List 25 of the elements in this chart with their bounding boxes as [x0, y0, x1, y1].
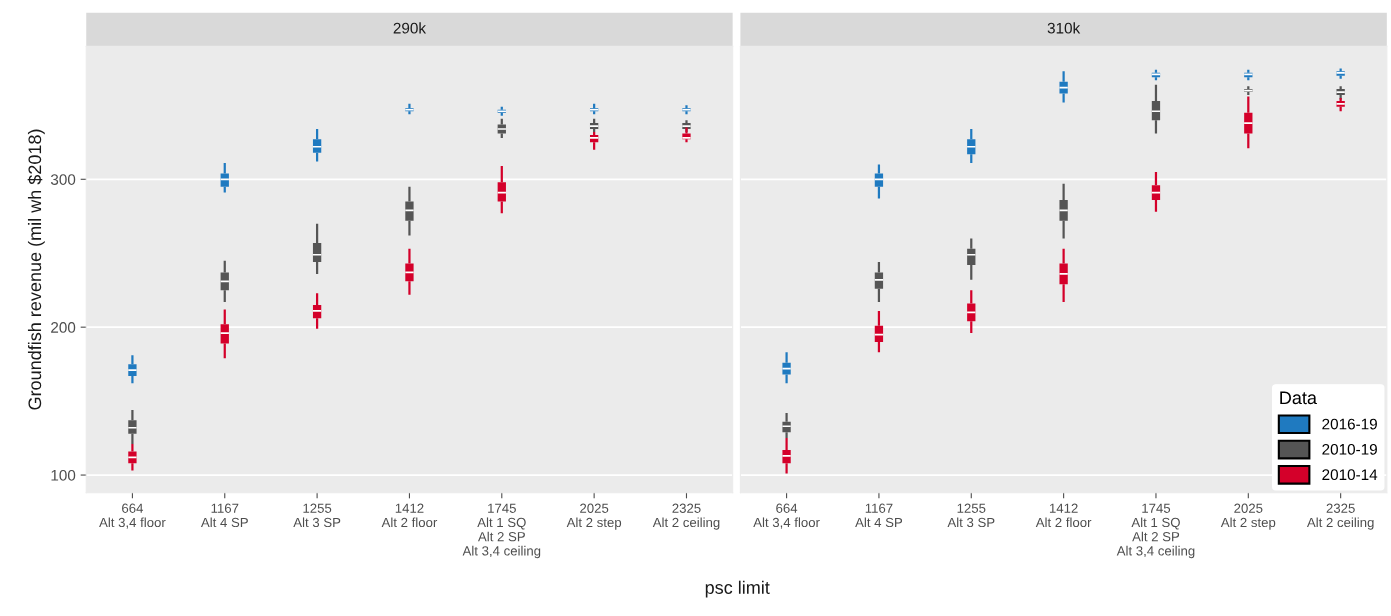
x-tick-label: 2025 Alt 2 step — [566, 503, 622, 530]
legend-label: 2010-14 — [1322, 469, 1378, 481]
chart-title: 290k — [393, 22, 427, 34]
x-tick-label: 2325 Alt 2 ceiling — [652, 503, 720, 530]
x-tick-label: 1167 Alt 4 SP — [200, 503, 248, 528]
x-tick-label: 1745 Alt 1 SQ Alt 2 SP Alt 3,4 ceiling — [1116, 503, 1195, 559]
legend-label: 2016-19 — [1322, 418, 1377, 430]
y-tick-label: 200 — [51, 322, 76, 333]
x-tick-label: 1412 Alt 2 floor — [1035, 503, 1092, 528]
legend-title: Data — [1280, 391, 1317, 405]
legend-label: 2010-19 — [1322, 443, 1377, 455]
x-axis-title: psc limit — [705, 580, 770, 598]
x-tick-label: 1412 Alt 2 floor — [381, 503, 438, 528]
y-tick-label: 100 — [51, 469, 76, 481]
x-tick-label: 664 Alt 3,4 floor — [99, 503, 166, 529]
x-tick-label: 2025 Alt 2 step — [1220, 503, 1276, 530]
x-tick-label: 1255 Alt 3 SP — [293, 503, 341, 528]
x-tick-label: 1167 Alt 4 SP — [855, 503, 903, 528]
x-tick-label: 1255 Alt 3 SP — [947, 503, 995, 528]
chart-title: 310k — [1047, 22, 1081, 34]
y-tick-label: 300 — [50, 174, 76, 185]
y-axis-title: Groundfish revenue (mil wh $2018) — [27, 129, 45, 410]
x-tick-label: 664 Alt 3,4 floor — [753, 503, 820, 529]
x-tick-label: 2325 Alt 2 ceiling — [1306, 503, 1374, 530]
x-tick-label: 1745 Alt 1 SQ Alt 2 SP Alt 3,4 ceiling — [462, 503, 541, 559]
